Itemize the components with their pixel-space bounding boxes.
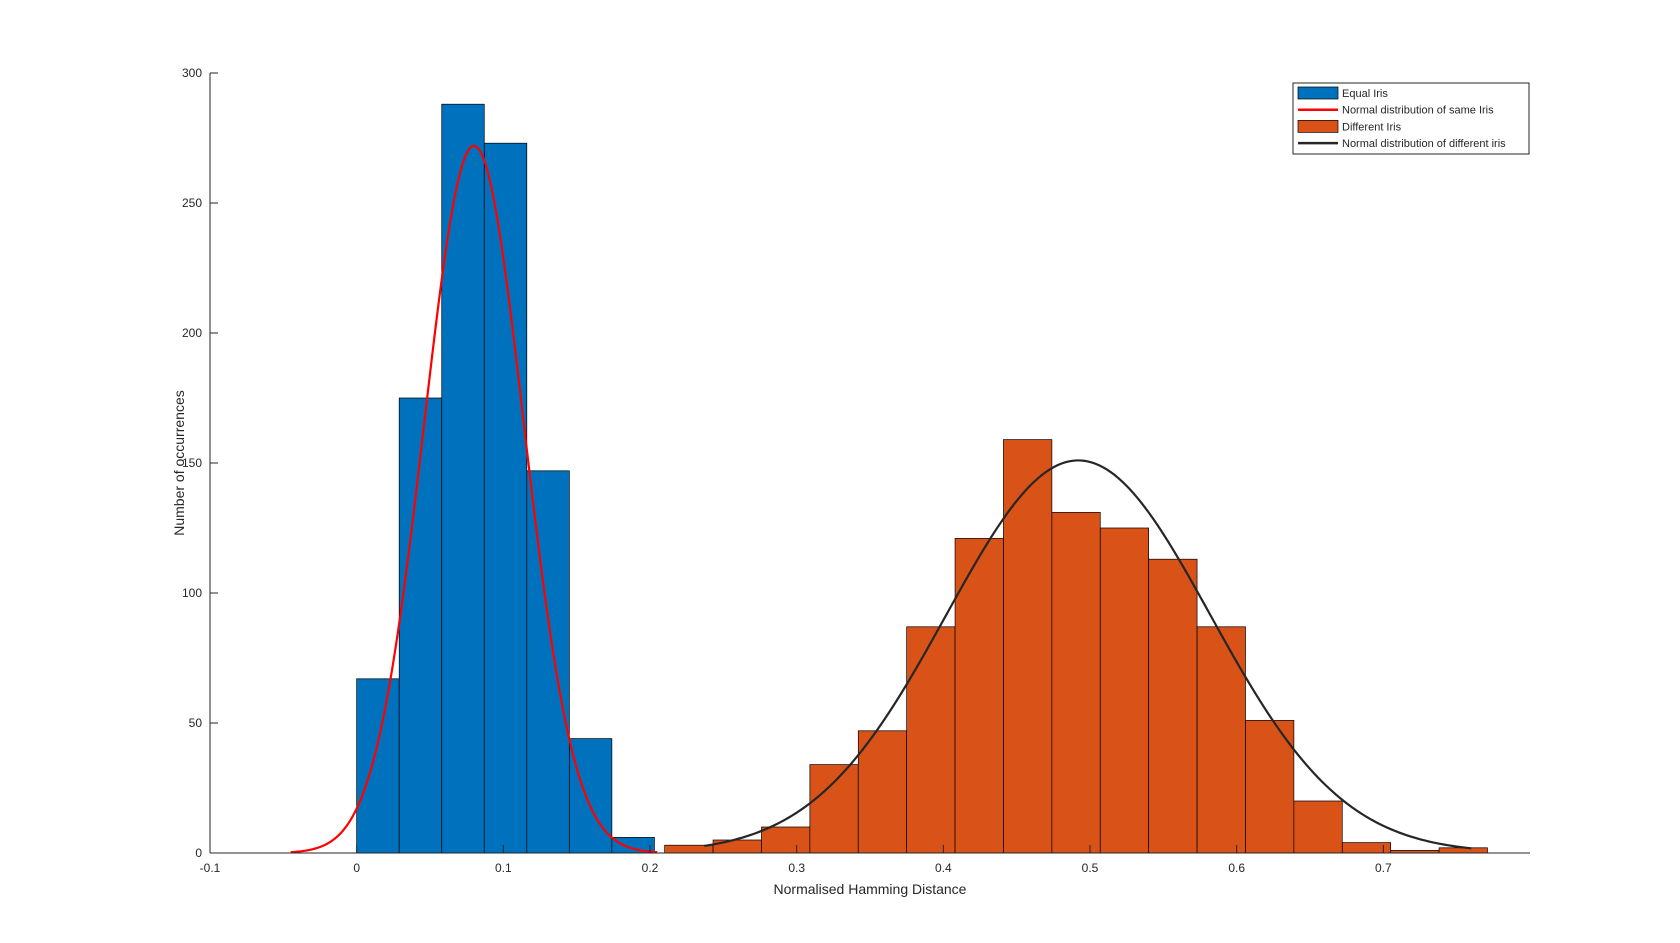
x-tick-label: 0.2 [642,861,659,875]
y-tick-label: 300 [182,66,202,80]
x-tick-label: 0.5 [1082,861,1099,875]
histogram-bar-0-5 [568,738,613,854]
x-tick-label: 0 [353,861,360,875]
legend-label-1: Normal distribution of same Iris [1342,105,1494,117]
histogram-bar-0-0 [356,678,400,854]
normal-curve-1 [704,459,1472,850]
y-tick-label: 50 [189,716,203,730]
histogram-bar-1-7 [1003,439,1053,854]
y-tick-label: 100 [182,586,202,600]
legend-label-2: Different Iris [1342,121,1402,133]
histogram-bar-1-2 [761,826,811,854]
histogram-bar-0-3 [483,142,528,854]
x-tick-label: 0.7 [1375,861,1392,875]
legend-swatch-0 [1297,86,1339,100]
axes: Normalised Hamming Distance Number of oc… [171,66,1530,897]
histogram-bar-0-2 [441,103,485,854]
y-tick-label: 150 [182,456,202,470]
histogram-bar-1-10 [1148,558,1198,854]
histogram-bar-1-4 [857,730,908,854]
histogram-bar-1-5 [906,626,956,854]
y-tick-label: 0 [195,846,202,860]
histogram-bar-1-3 [809,764,859,854]
histogram-bar-1-11 [1196,626,1246,854]
x-tick-label: 0.6 [1228,861,1245,875]
y-axis-label: Number of occurrences [171,390,187,536]
x-tick-label: 0.3 [788,861,805,875]
y-tick-label: 250 [182,196,202,210]
y-tick-label: 200 [182,326,202,340]
histogram-bar-0-1 [398,397,443,854]
histogram-bar-1-9 [1099,527,1150,854]
histogram-bar-1-12 [1245,720,1295,854]
legend-label-0: Equal Iris [1342,88,1388,100]
normal-curve-0 [290,144,658,854]
histogram-bar-0-4 [526,470,570,854]
plot-area [290,103,1488,854]
legend: Equal Iris Normal distribution of same Ir… [1292,82,1530,155]
histogram-bar-1-8 [1051,512,1101,854]
x-tick-label: -0.1 [200,861,221,875]
histogram-bar-1-16 [1438,847,1488,854]
legend-label-3: Normal distribution of different iris [1342,138,1506,150]
x-tick-label: 0.4 [935,861,952,875]
legend-swatch-2 [1297,120,1339,133]
x-tick-label: 0.1 [495,861,512,875]
x-axis-label: Normalised Hamming Distance [774,881,967,897]
histogram-bar-1-13 [1293,800,1343,854]
